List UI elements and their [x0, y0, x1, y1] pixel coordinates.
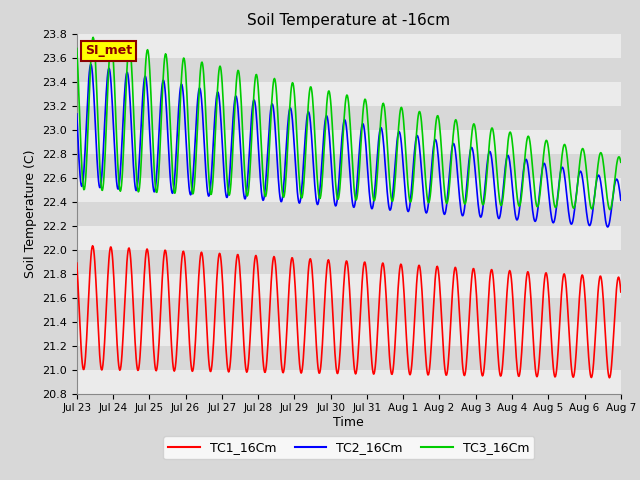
- Bar: [77, 370, 621, 394]
- Bar: [77, 322, 621, 346]
- Y-axis label: Soil Temperature (C): Soil Temperature (C): [24, 149, 36, 278]
- Title: Soil Temperature at -16cm: Soil Temperature at -16cm: [247, 13, 451, 28]
- Legend: TC1_16Cm, TC2_16Cm, TC3_16Cm: TC1_16Cm, TC2_16Cm, TC3_16Cm: [163, 436, 534, 459]
- Text: SI_met: SI_met: [85, 44, 132, 58]
- Bar: [77, 34, 621, 58]
- Bar: [77, 226, 621, 250]
- Bar: [77, 130, 621, 154]
- Bar: [77, 274, 621, 298]
- Bar: [77, 82, 621, 106]
- X-axis label: Time: Time: [333, 416, 364, 429]
- Bar: [77, 178, 621, 202]
